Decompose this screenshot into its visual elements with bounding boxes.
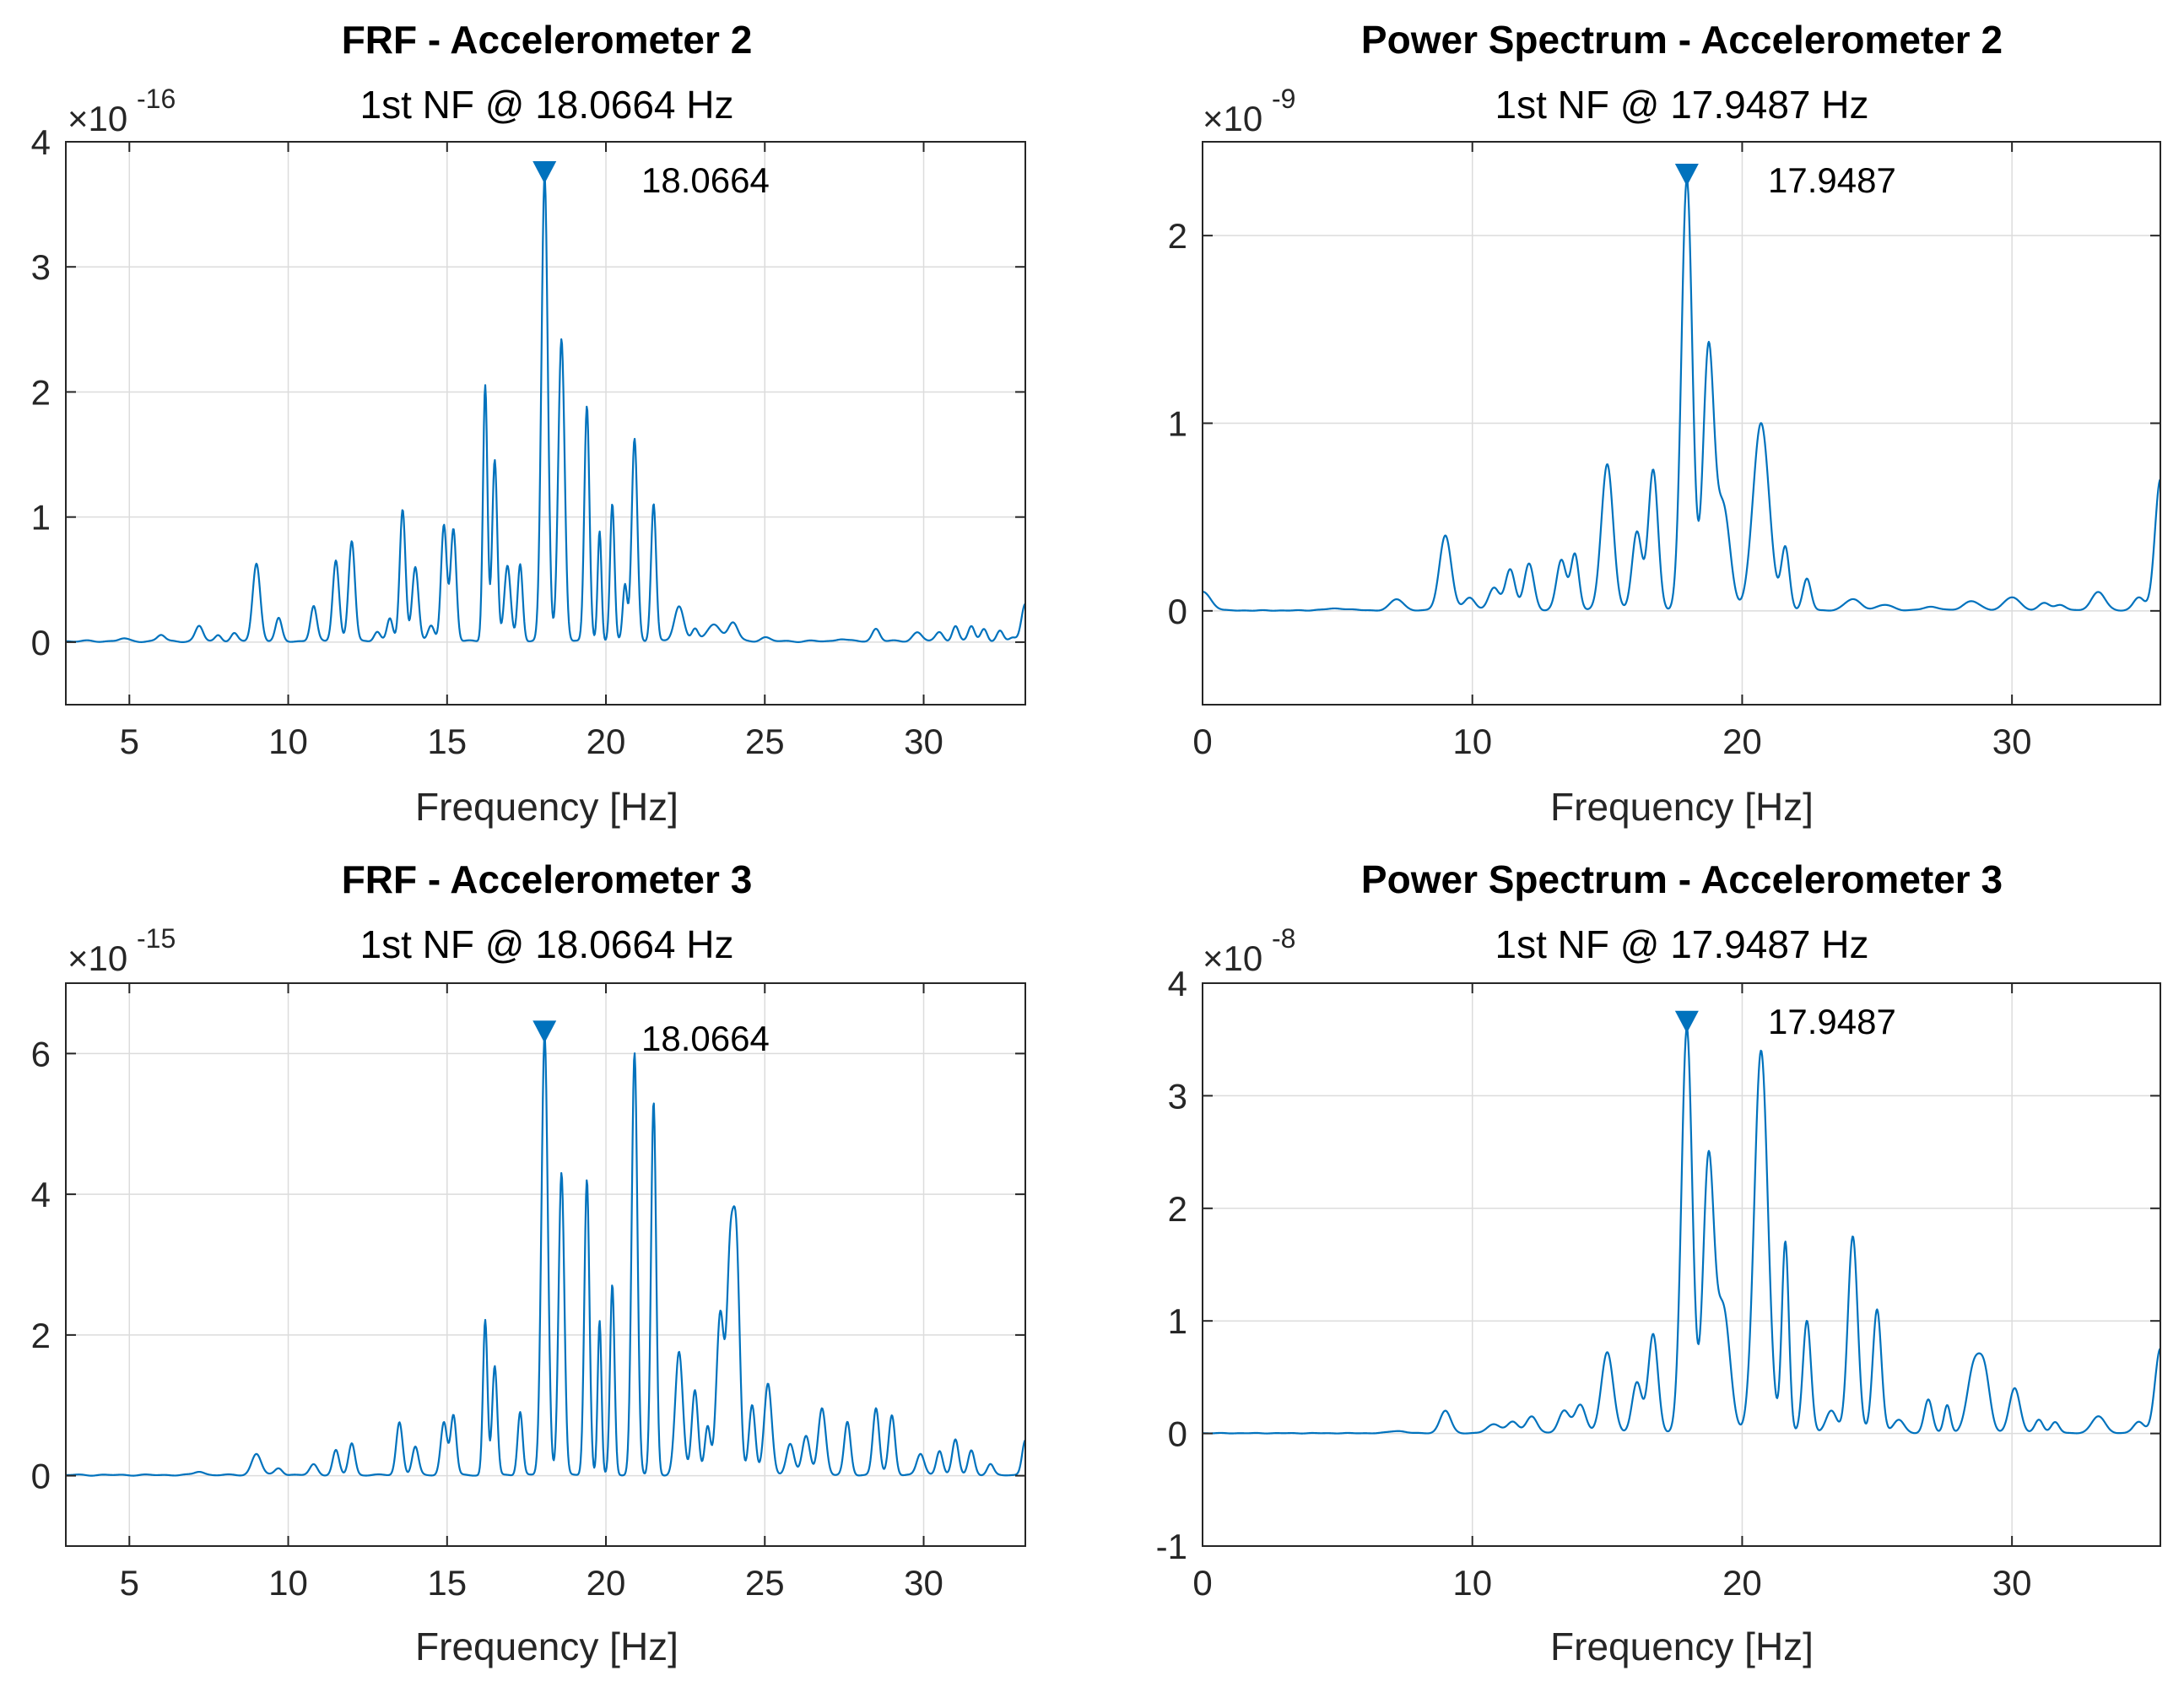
x-tick-label: 30 — [904, 722, 943, 761]
x-axis-label: Frequency [Hz] — [1550, 1625, 1814, 1668]
peak-label: 17.9487 — [1768, 1002, 1896, 1041]
y-exponent: -15 — [137, 923, 176, 954]
chart-title: Power Spectrum - Accelerometer 3 — [1361, 857, 2003, 901]
y-tick-label: 2 — [1168, 1189, 1187, 1229]
x-tick-label: 20 — [1722, 1563, 1762, 1603]
x-tick-label: 30 — [904, 1563, 943, 1603]
x-tick-label: 10 — [1452, 1563, 1492, 1603]
series-line — [65, 176, 1026, 643]
chart-subtitle: 1st NF @ 18.0664 Hz — [360, 922, 734, 966]
x-tick-label: 5 — [120, 1563, 139, 1603]
x-tick-label: 0 — [1192, 1563, 1212, 1603]
y-tick-label: 0 — [1168, 592, 1187, 631]
y-exponent-base: ×10 — [1203, 99, 1262, 138]
x-tick-label: 15 — [427, 1563, 467, 1603]
chart-subtitle: 1st NF @ 18.0664 Hz — [360, 83, 734, 127]
peak-marker — [1674, 1010, 1699, 1034]
peak-marker — [532, 161, 557, 184]
chart-subtitle: 1st NF @ 17.9487 Hz — [1495, 83, 1869, 127]
chart-title: FRF - Accelerometer 3 — [342, 857, 753, 901]
y-tick-label: 2 — [31, 1316, 51, 1355]
x-tick-label: 10 — [268, 722, 308, 761]
panel-frf-accelerometer-2: FRF - Accelerometer 2 1st NF @ 18.0664 H… — [31, 18, 1026, 829]
peak-label: 18.0664 — [641, 160, 770, 200]
peak-label: 18.0664 — [641, 1019, 770, 1058]
y-tick-label: 0 — [1168, 1414, 1187, 1454]
x-tick-label: 5 — [120, 722, 139, 761]
y-exponent: -9 — [1272, 84, 1295, 114]
x-axis-label: Frequency [Hz] — [1550, 785, 1814, 829]
plot-area-border — [1202, 982, 2161, 1547]
y-tick-label: 0 — [31, 1457, 51, 1496]
series-line — [1202, 1026, 2161, 1435]
y-tick-label: 2 — [1168, 216, 1187, 256]
y-tick-label: 4 — [1168, 964, 1187, 1003]
x-axis-label: Frequency [Hz] — [415, 785, 678, 829]
y-tick-label: 1 — [1168, 404, 1187, 444]
y-exponent: -16 — [137, 84, 176, 114]
x-tick-label: 20 — [1722, 722, 1762, 761]
chart-title: Power Spectrum - Accelerometer 2 — [1361, 18, 2003, 62]
x-tick-label: 30 — [1992, 722, 2032, 761]
x-tick-label: 15 — [427, 722, 467, 761]
y-tick-label: 3 — [31, 247, 51, 287]
axis-ticks: 0 10 20 30 0 1 2 — [1168, 142, 2160, 761]
y-exponent-base: ×10 — [68, 938, 127, 978]
x-tick-label: 10 — [268, 1563, 308, 1603]
y-tick-label: 6 — [31, 1034, 51, 1073]
peak-label: 17.9487 — [1768, 160, 1896, 200]
x-tick-label: 30 — [1992, 1563, 2032, 1603]
y-tick-label: 3 — [1168, 1076, 1187, 1116]
panel-frf-accelerometer-3: FRF - Accelerometer 3 1st NF @ 18.0664 H… — [31, 857, 1026, 1668]
y-tick-label: 0 — [31, 623, 51, 662]
x-tick-label: 20 — [587, 722, 626, 761]
peak-marker — [532, 1020, 557, 1043]
plot-area-border — [65, 982, 1026, 1547]
y-tick-label: 4 — [31, 122, 51, 162]
axis-ticks: 5 10 15 20 25 30 0 1 2 3 4 — [31, 122, 1025, 761]
y-tick-label: 4 — [31, 1175, 51, 1214]
y-exponent-base: ×10 — [1203, 938, 1262, 978]
chart-title: FRF - Accelerometer 2 — [342, 18, 753, 62]
peak-marker — [1674, 164, 1699, 187]
axis-ticks: 5 10 15 20 25 30 0 2 4 6 — [31, 983, 1025, 1603]
x-tick-label: 0 — [1192, 722, 1212, 761]
x-tick-label: 10 — [1452, 722, 1492, 761]
y-tick-label: 2 — [31, 372, 51, 412]
x-axis-label: Frequency [Hz] — [415, 1625, 678, 1668]
x-tick-label: 25 — [745, 1563, 785, 1603]
series-line — [1202, 177, 2161, 612]
panel-power-spectrum-accelerometer-3: Power Spectrum - Accelerometer 3 1st NF … — [1156, 857, 2161, 1668]
y-tick-label: 1 — [31, 498, 51, 538]
y-tick-label: -1 — [1156, 1527, 1187, 1566]
series-line — [65, 1035, 1026, 1477]
y-exponent-base: ×10 — [68, 99, 127, 138]
y-exponent: -8 — [1272, 923, 1295, 954]
panel-power-spectrum-accelerometer-2: Power Spectrum - Accelerometer 2 1st NF … — [1168, 18, 2161, 829]
plot-area-border — [65, 141, 1026, 706]
grid-lines — [66, 983, 1025, 1546]
x-tick-label: 20 — [587, 1563, 626, 1603]
x-tick-label: 25 — [745, 722, 785, 761]
y-tick-label: 1 — [1168, 1301, 1187, 1341]
chart-subtitle: 1st NF @ 17.9487 Hz — [1495, 922, 1869, 966]
